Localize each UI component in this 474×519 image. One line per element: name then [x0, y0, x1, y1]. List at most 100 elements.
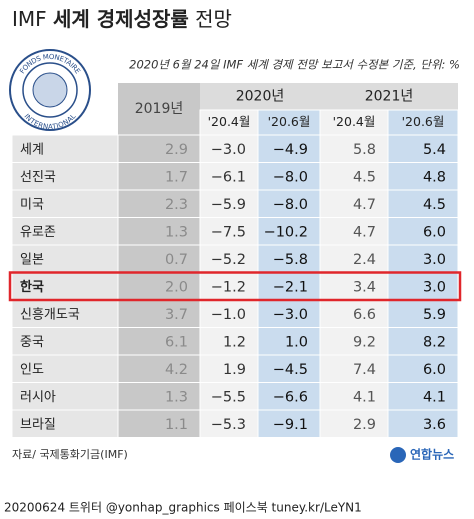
cell-value: −3.0: [273, 307, 308, 323]
cell-bg: [199, 382, 259, 411]
cell-value: 1.1: [165, 417, 188, 433]
cell-value: 1.0: [285, 334, 308, 350]
seal-globe: [32, 72, 68, 108]
cell-value: 1.9: [223, 362, 246, 378]
cell-bg: [319, 382, 389, 411]
cell-value: 1.2: [223, 334, 246, 350]
cell-value: −8.0: [273, 197, 308, 213]
cell-value: 4.5: [423, 197, 446, 213]
cell-bg: [319, 189, 389, 218]
cell-bg: [257, 162, 321, 191]
cell-value: −4.5: [273, 362, 308, 378]
cell-value: −7.5: [211, 224, 246, 240]
row-label: 세계: [20, 142, 44, 157]
table: 2019년 2020년 2021년 '20.4월 '20.6월 '20.4월 '20.6월세…: [8, 83, 462, 438]
cell-value: 2.0: [165, 279, 188, 295]
cell-bg: [387, 189, 459, 218]
sub-header: '20.4월: [333, 114, 376, 129]
row-label: 선진국: [20, 170, 56, 185]
title-part: 세계 경제성장률: [53, 7, 189, 31]
cell-bg: [257, 189, 321, 218]
highlight-box: [8, 271, 462, 302]
cell-value: 2.3: [165, 197, 188, 213]
cell-value: −6.1: [211, 169, 246, 185]
cell-value: 6.1: [165, 334, 188, 350]
cell-bg: [257, 299, 321, 328]
cell-value: 2.9: [165, 142, 188, 158]
title: IMF 세계 경제성장률 전망: [12, 7, 232, 31]
title-part: 전망: [189, 7, 232, 31]
cell-bg: [387, 244, 459, 273]
cell-value: 4.1: [423, 389, 446, 405]
cell-bg: [117, 299, 201, 328]
cell-bg: [117, 354, 201, 383]
cell-value: −2.1: [273, 279, 308, 295]
cell-bg: [319, 134, 389, 163]
cell-value: 4.7: [353, 197, 376, 213]
header-cell: [257, 109, 321, 136]
row-label: 일본: [20, 252, 44, 267]
cell-value: 3.0: [423, 252, 446, 268]
cell-bg: [11, 382, 119, 411]
cell-bg: [319, 409, 389, 438]
cell-bg: [11, 134, 119, 163]
cell-value: 3.0: [423, 279, 446, 295]
cell-value: 2.9: [353, 417, 376, 433]
imf-seal: FONDS MONETAIRE INTERNATIONAL: [9, 49, 91, 131]
year-header: 2019년: [135, 101, 184, 117]
cell-value: 4.7: [353, 224, 376, 240]
cell-value: −8.0: [273, 169, 308, 185]
cell-value: 4.8: [423, 169, 446, 185]
cell-value: 1.3: [165, 389, 188, 405]
cell-bg: [319, 327, 389, 356]
cell-value: 2.4: [353, 252, 376, 268]
cell-bg: [387, 382, 459, 411]
cell-bg: [257, 409, 321, 438]
cell-value: −6.6: [273, 389, 308, 405]
cell-value: 6.0: [423, 224, 446, 240]
year-header: 2020년: [236, 89, 285, 105]
logo-icon: [390, 447, 406, 463]
cell-bg: [387, 134, 459, 163]
cell-value: 0.7: [165, 252, 188, 268]
row-label: 신흥개도국: [20, 307, 80, 322]
cell-bg: [11, 327, 119, 356]
cell-value: −5.2: [211, 252, 246, 268]
cell-bg: [11, 354, 119, 383]
cell-bg: [387, 354, 459, 383]
cell-value: −5.5: [211, 389, 246, 405]
header-cell: [118, 83, 200, 135]
header-cell: [200, 83, 320, 110]
row-label: 인도: [20, 362, 44, 377]
header-cell: [320, 83, 458, 110]
cell-bg: [117, 327, 201, 356]
cell-bg: [387, 409, 459, 438]
cell-value: 5.9: [423, 307, 446, 323]
subtitle: 2020년 6월 24일 IMF 세계 경제 전망 보고서 수정본 기준, 단위…: [129, 58, 460, 72]
cell-bg: [117, 189, 201, 218]
cell-bg: [387, 272, 459, 301]
title-part: IMF: [12, 7, 53, 31]
cell-bg: [117, 162, 201, 191]
row-label: 한국: [20, 279, 44, 295]
cell-bg: [11, 409, 119, 438]
cell-bg: [11, 189, 119, 218]
cell-bg: [199, 162, 259, 191]
cell-value: −1.0: [211, 307, 246, 323]
sub-header: '20.4월: [208, 114, 251, 129]
cell-value: 3.7: [165, 307, 188, 323]
cell-value: 4.5: [353, 169, 376, 185]
cell-bg: [199, 272, 259, 301]
cell-bg: [319, 162, 389, 191]
cell-value: 4.1: [353, 389, 376, 405]
cell-bg: [199, 354, 259, 383]
cell-value: −3.0: [211, 142, 246, 158]
cell-bg: [257, 327, 321, 356]
cell-bg: [199, 217, 259, 246]
cell-value: −5.3: [211, 417, 246, 433]
cell-value: −1.2: [211, 279, 246, 295]
header-cell: [387, 109, 459, 136]
logo-text: 연합뉴스: [410, 447, 454, 462]
cell-value: 4.2: [165, 362, 188, 378]
